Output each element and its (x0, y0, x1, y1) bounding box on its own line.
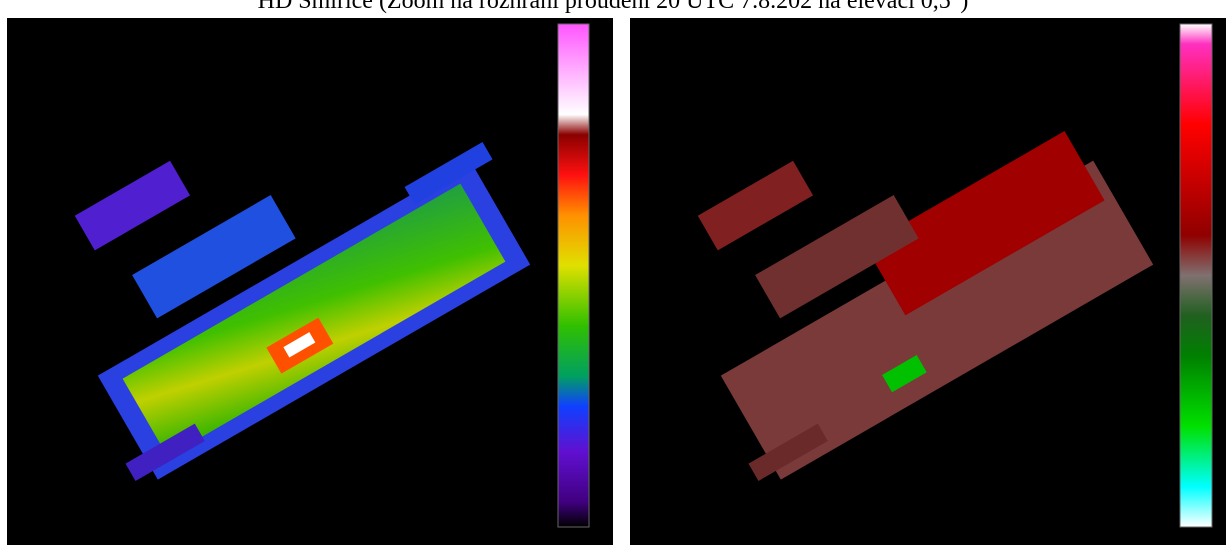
velocity-panel (630, 18, 1226, 545)
page: HD Smiřice (Zoom na rozhraní proudění 20… (0, 0, 1226, 545)
reflectivity-panel (7, 18, 613, 545)
colorbar (1180, 24, 1212, 527)
colorbar (558, 24, 589, 527)
page-title: HD Smiřice (Zoom na rozhraní proudění 20… (0, 0, 1226, 15)
